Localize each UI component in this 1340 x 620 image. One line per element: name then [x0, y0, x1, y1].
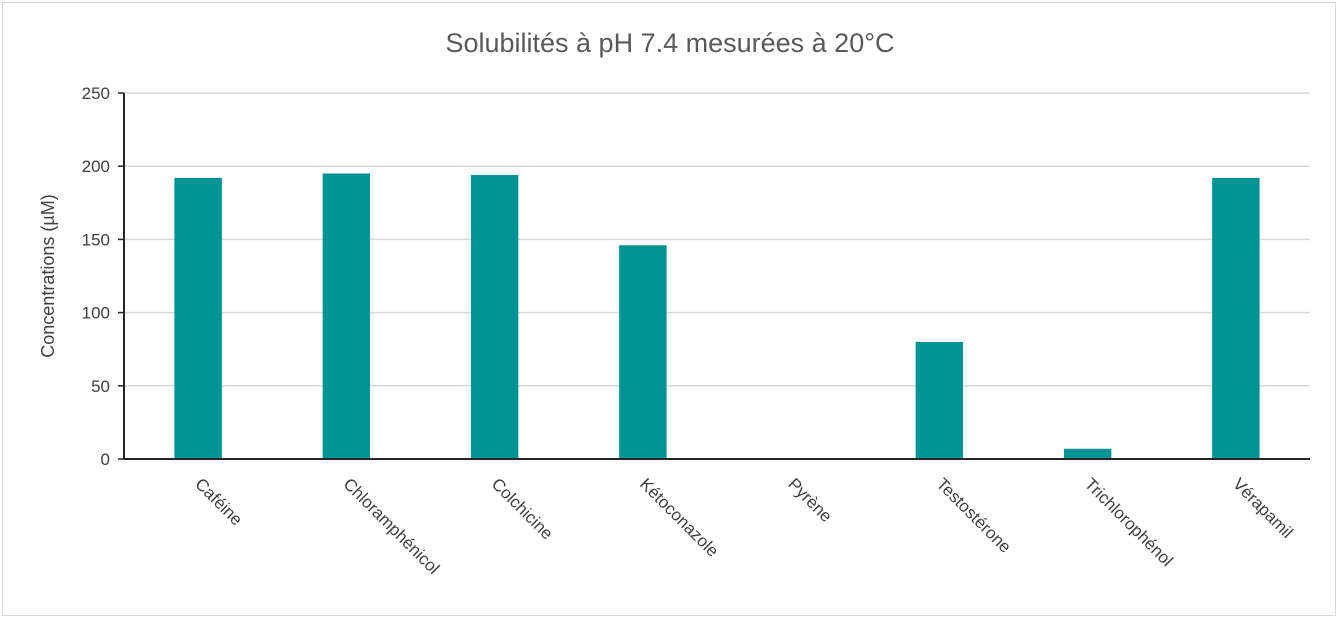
y-tick-label: 0 [101, 450, 110, 469]
y-tick-label: 150 [82, 230, 110, 249]
x-tick-label: Testostérone [933, 474, 1015, 556]
bar [1212, 177, 1260, 460]
bars [174, 173, 1260, 460]
x-tick-label: Pyrène [784, 474, 836, 526]
bar [322, 173, 371, 459]
y-tick-label: 50 [91, 377, 110, 396]
x-tick-label: Colchicine [488, 474, 557, 543]
bar [470, 174, 519, 459]
gridlines [124, 92, 1310, 387]
y-tick-label: 250 [82, 84, 110, 103]
bar [174, 177, 222, 460]
axes [118, 92, 1310, 460]
bar [619, 245, 667, 459]
y-axis-label: Concentrations (µM) [38, 194, 58, 357]
x-tick-labels: Caféine Chloramphénicol Colchicine Kétocona… [191, 474, 1296, 578]
bar [915, 341, 964, 459]
x-tick-label: Trichlorophénol [1081, 474, 1177, 570]
x-tick-label: Caféine [191, 474, 246, 529]
y-tick-label: 100 [82, 304, 110, 323]
x-tick-label: Kétoconazole [636, 474, 722, 560]
bar [1063, 448, 1112, 459]
y-tick-labels: 0 50 100 150 200 250 [82, 84, 110, 469]
chart-title: Solubilités à pH 7.4 mesurées à 20°C [445, 28, 894, 58]
x-tick-label: Chloramphénicol [340, 474, 444, 578]
x-tick-label: Vérapamil [1229, 474, 1297, 542]
y-tick-label: 200 [82, 157, 110, 176]
